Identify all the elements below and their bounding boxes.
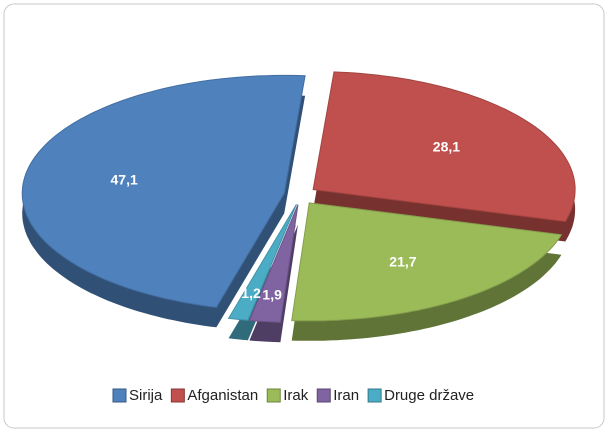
data-label: 47,1 (111, 172, 138, 188)
legend-swatch (170, 388, 185, 403)
slice (312, 71, 576, 223)
slice (248, 204, 299, 323)
legend-swatch (367, 388, 382, 403)
legend-label: Druge države (384, 387, 474, 404)
legend: Sirija Afganistan Irak Iran Druge države (112, 387, 474, 404)
data-label: 1,9 (262, 287, 282, 303)
legend-label: Iran (333, 387, 359, 404)
legend-swatch (316, 388, 331, 403)
legend-label: Sirija (129, 387, 163, 404)
legend-label: Irak (283, 387, 309, 404)
slice (291, 202, 563, 322)
slice (21, 74, 306, 308)
data-label: 1,2 (241, 285, 261, 301)
data-label: 21,7 (389, 253, 416, 269)
legend-swatch (266, 388, 281, 403)
legend-label: Afganistan (187, 387, 258, 404)
legend-swatch (112, 388, 127, 403)
data-label: 28,1 (433, 138, 460, 154)
slice (227, 204, 297, 321)
